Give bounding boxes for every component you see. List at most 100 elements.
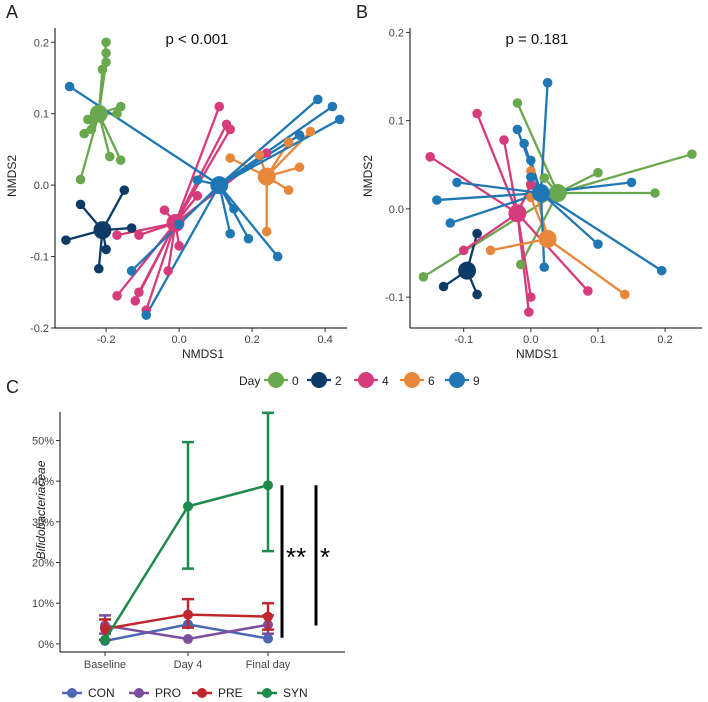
point-day-9 — [141, 310, 152, 320]
point-day-9 — [526, 172, 536, 182]
point-day-6 — [620, 289, 630, 300]
point-day-4 — [524, 307, 534, 317]
legend-label-day-6: 6 — [428, 374, 435, 388]
point-day-0 — [515, 259, 526, 270]
point-day-9 — [519, 138, 529, 149]
point-day-9 — [64, 81, 75, 92]
y-tick-label-c: 30% — [32, 517, 54, 529]
point-day-6 — [294, 162, 305, 173]
point-day-0 — [539, 173, 550, 183]
spoke-day-9 — [540, 192, 663, 272]
point-day-4 — [225, 124, 235, 135]
point-day-0 — [115, 101, 126, 112]
point-day-2 — [75, 199, 86, 210]
point-day-6 — [254, 150, 265, 160]
series-point-syn — [100, 634, 110, 645]
point-day-0 — [97, 64, 108, 75]
x-tick-label-a: 0.4 — [317, 334, 332, 346]
pvalue-b: p = 0.181 — [506, 31, 569, 48]
point-day-9 — [225, 228, 235, 239]
point-day-4 — [134, 230, 144, 240]
point-day-2 — [101, 244, 111, 255]
point-day-2 — [61, 235, 71, 245]
spoke-day-4 — [174, 106, 221, 224]
group-legend: CON PRO PRE SYN — [62, 686, 308, 700]
spoke-day-9 — [539, 192, 546, 268]
legend-label-con: CON — [88, 686, 115, 700]
point-day-9 — [272, 251, 283, 262]
point-day-6 — [485, 245, 496, 256]
day-legend: Day 0 2 4 6 9 — [239, 372, 480, 388]
legend-key-dot-day-4 — [358, 372, 374, 388]
centroid-day-4 — [508, 204, 527, 223]
point-day-4 — [134, 287, 144, 298]
y-tick-label-a: 0.2 — [34, 37, 49, 49]
point-day-0 — [593, 167, 603, 178]
spoke-day-0 — [557, 153, 693, 195]
point-day-9 — [626, 177, 637, 188]
centroid-day-0 — [548, 184, 567, 202]
point-day-9 — [445, 218, 456, 228]
y-tick-label-b: 0.2 — [389, 27, 404, 39]
point-day-2 — [472, 289, 482, 300]
y-tick-label-b: -0.1 — [385, 292, 404, 304]
y-tick-label-b: 0.0 — [389, 204, 404, 216]
point-day-0 — [112, 108, 122, 119]
legend-key-dot-pro — [134, 688, 144, 698]
spoke-day-4 — [116, 222, 177, 297]
point-day-4 — [214, 101, 225, 112]
panel-label-a: A — [6, 2, 18, 22]
spoke-day-4 — [174, 128, 232, 224]
point-day-9 — [512, 124, 523, 135]
point-day-9 — [174, 219, 184, 230]
x-axis-title-b: NMDS1 — [516, 347, 558, 361]
day-legend-title: Day — [239, 374, 260, 388]
point-day-4 — [458, 245, 469, 256]
series-point-pre — [263, 611, 273, 622]
x-tick-label-b: 0.2 — [657, 334, 672, 346]
point-day-9 — [294, 130, 305, 140]
legend-label-pre: PRE — [218, 686, 243, 700]
y-tick-label-c: 10% — [32, 598, 54, 610]
x-tick-label-a: 0.2 — [244, 334, 259, 346]
point-day-9 — [542, 77, 553, 88]
point-day-9 — [539, 262, 550, 272]
spoke-day-9 — [145, 184, 221, 316]
point-day-2 — [126, 223, 137, 233]
panel-label-b: B — [356, 2, 368, 22]
point-day-2 — [94, 263, 104, 274]
point-day-4 — [583, 286, 593, 296]
point-day-9 — [126, 266, 137, 276]
spoke-day-4 — [516, 212, 589, 292]
y-tick-label-a: -0.2 — [30, 323, 49, 335]
point-day-0 — [104, 151, 115, 162]
y-tick-label-c: 40% — [32, 476, 54, 488]
point-day-9 — [432, 195, 442, 205]
point-day-9 — [327, 101, 338, 112]
significance-label: * — [320, 542, 330, 572]
series-point-pre — [100, 623, 110, 634]
point-day-4 — [159, 205, 170, 215]
significance-label: ** — [286, 542, 306, 572]
panel-label-c: C — [6, 377, 19, 397]
x-tick-label-b: -0.1 — [454, 334, 473, 346]
spoke-day-4 — [463, 212, 519, 252]
y-tick-label-a: 0.1 — [34, 109, 49, 121]
spoke-day-6 — [490, 237, 548, 252]
x-tick-label-c: Baseline — [84, 659, 126, 671]
bifido-line-plot: Bifidobacteriaceae 0% 10% 20% 30% 40% 50% Base… — [32, 411, 345, 671]
point-day-9 — [334, 114, 345, 125]
x-tick-label-a: 0.0 — [171, 334, 186, 346]
point-day-2 — [119, 185, 130, 195]
x-tick-label-c: Day 4 — [174, 659, 203, 671]
point-day-6 — [225, 153, 235, 163]
legend-key-dot-day-0 — [268, 372, 284, 388]
point-day-4 — [174, 241, 184, 251]
spoke-day-9 — [68, 85, 220, 187]
y-axis-title-a: NMDS2 — [5, 155, 19, 197]
centroid-day-9 — [531, 184, 550, 202]
point-day-0 — [79, 128, 89, 139]
centroid-day-6 — [257, 167, 276, 186]
x-axis-title-a: NMDS1 — [182, 347, 224, 361]
spoke-day-9 — [218, 118, 341, 187]
